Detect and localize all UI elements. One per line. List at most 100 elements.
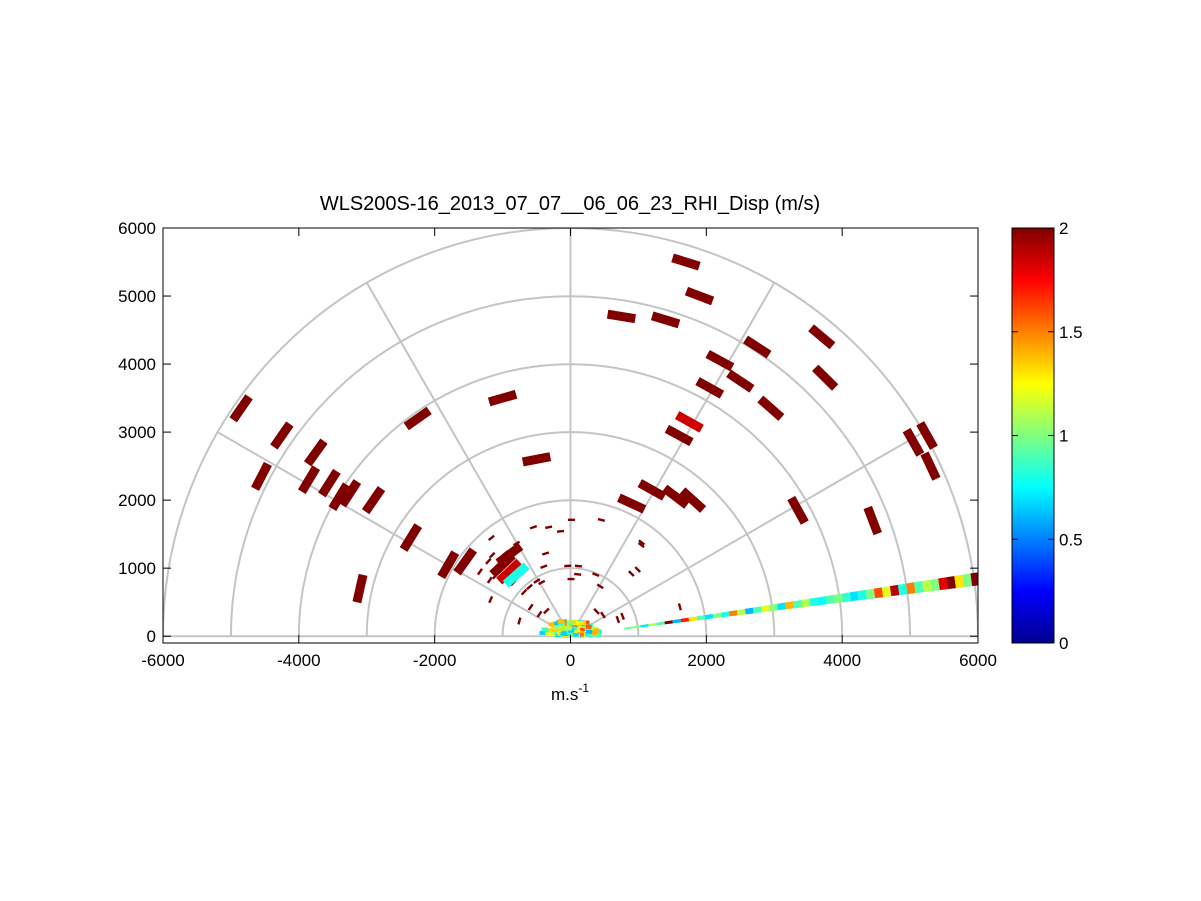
clutter-gate [591,626,598,631]
clutter-gate [587,633,594,638]
beam-gate [865,588,876,600]
beam-gate [922,579,932,593]
scatter-gate [540,564,548,570]
data-gate [674,411,704,433]
data-gate [679,487,707,513]
scatter-gate [488,551,496,559]
clutter-gate [552,621,559,626]
clutter-gate [566,621,573,626]
clutter-gate [554,633,561,638]
beam-gate [889,584,900,597]
data-gate [705,350,735,372]
x-axis-label: m.s-1 [551,681,589,704]
beam-gate [930,578,940,592]
x-tick-label: -2000 [413,651,456,670]
x-tick-label: 0 [566,651,575,670]
scatter-gate [574,572,582,576]
colorbar-tick-label: 0 [1059,634,1068,653]
beam-gate [720,611,730,618]
scatter-gate [615,615,621,624]
beam-gate [970,572,978,587]
beam-gate [744,607,754,615]
y-tick-label: 5000 [118,287,156,306]
clutter-gate [570,626,577,631]
beam-gate [777,602,787,611]
data-gate [808,324,836,350]
clutter-gate [583,620,590,625]
colorbar [1011,227,1055,644]
scatter-gate [536,610,543,618]
clutter-gate [550,626,557,631]
scatter-gate [512,540,521,547]
data-gates [229,253,988,638]
scatter-gate [567,577,575,581]
data-gate [502,562,530,588]
clutter-gate [569,620,576,625]
clutter-gate [554,625,561,630]
data-gate [661,484,690,509]
beam-gate [785,601,795,610]
y-tick-label: 1000 [118,559,156,578]
clutter-gate [574,621,581,626]
beam-gate [825,594,835,605]
clutter-gate [560,631,567,636]
beam-gate [841,592,851,603]
scatter-gate [600,611,606,619]
beam-gate [954,574,965,589]
spoke-line [569,431,924,638]
beam-gate [897,583,908,596]
beam-gate [769,603,779,612]
scatter-gate [620,612,626,620]
data-gate [229,394,253,423]
data-gate [617,493,647,514]
data-gate [521,452,552,467]
scatter-gate [541,551,550,556]
scatter-gate [592,572,600,577]
data-gate [916,421,938,450]
beam-gate [753,606,762,614]
beam-gate [978,571,988,585]
scatter-gate [487,534,495,542]
scatter-gate [529,524,538,530]
beam-gate [914,581,924,594]
data-gate [606,309,636,324]
scatter-gate [485,557,492,565]
scatter-gate [627,570,635,577]
clutter-gate [578,627,585,632]
scatter-gate [593,608,600,615]
clutter-gate [542,629,549,634]
clutter-gate [574,630,581,635]
beam-gate [857,589,868,601]
clutter-gate [541,627,548,632]
spoke-line [569,282,776,637]
data-gate [671,253,701,271]
x-tick-label: -4000 [277,651,320,670]
clutter-gate [557,619,564,624]
beam-gate [688,616,698,622]
beam-gate [704,613,714,620]
x-tick-label: -6000 [141,651,184,670]
spoke-line [217,431,572,638]
y-tick-label: 3000 [118,423,156,442]
x-axis-label-superscript: -1 [578,681,589,695]
data-gate [650,311,681,329]
clutter-gate [539,630,546,635]
data-gate [812,364,839,391]
clutter-gate [568,628,575,633]
scatter-gate [597,517,606,522]
clutter-gate [582,626,589,631]
scatter-gate [538,579,546,586]
scatter-gate [556,529,565,533]
y-tick-label: 6000 [118,219,156,238]
data-gate [352,573,368,604]
data-gate [318,468,341,498]
clutter-gate [577,632,584,637]
clutter-gate [585,624,592,629]
data-gate [863,505,882,536]
spoke-line [365,282,572,637]
scatter-gate [596,583,604,590]
beam-gate [938,577,948,591]
clutter-gate [595,633,602,638]
colorbar-tick-label: 2 [1059,219,1068,238]
